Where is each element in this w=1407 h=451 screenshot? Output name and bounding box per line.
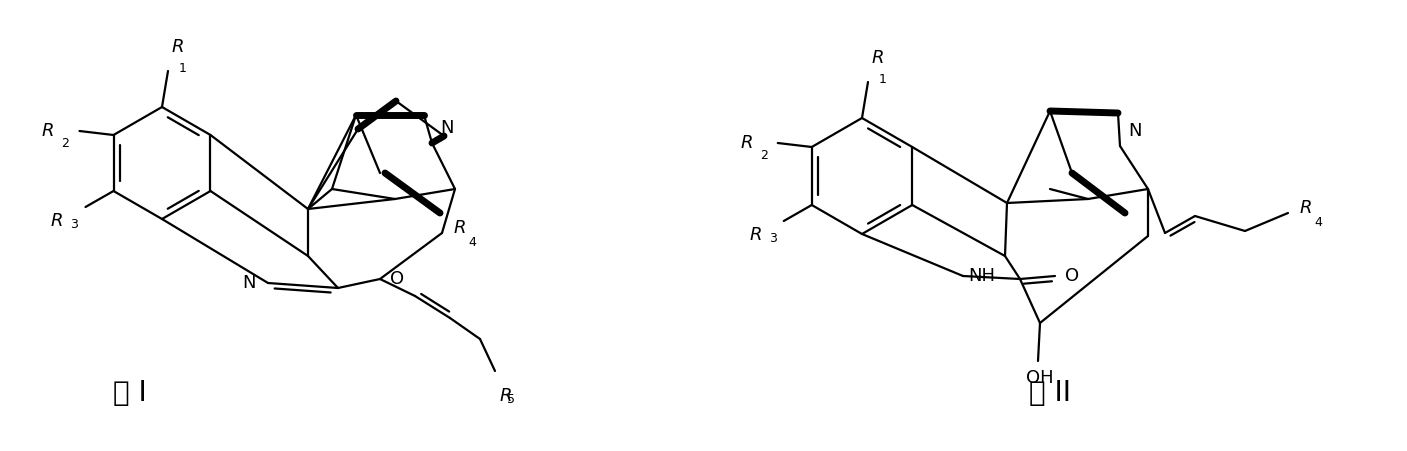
Text: 4: 4 bbox=[469, 236, 476, 249]
Text: 4: 4 bbox=[1314, 216, 1321, 229]
Text: 2: 2 bbox=[760, 149, 768, 162]
Text: R: R bbox=[42, 122, 55, 140]
Text: R: R bbox=[750, 226, 761, 244]
Text: R: R bbox=[872, 49, 885, 67]
Text: R: R bbox=[740, 134, 753, 152]
Text: R: R bbox=[51, 212, 63, 230]
Text: R: R bbox=[499, 387, 512, 405]
Text: 1: 1 bbox=[179, 62, 187, 75]
Text: 式 I: 式 I bbox=[113, 379, 146, 407]
Text: N: N bbox=[440, 119, 453, 137]
Text: 3: 3 bbox=[70, 218, 79, 231]
Text: O: O bbox=[390, 270, 404, 288]
Text: 5: 5 bbox=[507, 393, 515, 406]
Text: 1: 1 bbox=[879, 73, 886, 86]
Text: OH: OH bbox=[1026, 369, 1054, 387]
Text: NH: NH bbox=[968, 267, 995, 285]
Text: R: R bbox=[1300, 199, 1313, 217]
Text: 3: 3 bbox=[768, 232, 777, 245]
Text: N: N bbox=[242, 274, 256, 292]
Text: 2: 2 bbox=[62, 137, 69, 150]
Text: 式 II: 式 II bbox=[1029, 379, 1071, 407]
Text: O: O bbox=[1065, 267, 1079, 285]
Text: N: N bbox=[1128, 122, 1141, 140]
Text: R: R bbox=[454, 219, 467, 237]
Text: R: R bbox=[172, 38, 184, 56]
